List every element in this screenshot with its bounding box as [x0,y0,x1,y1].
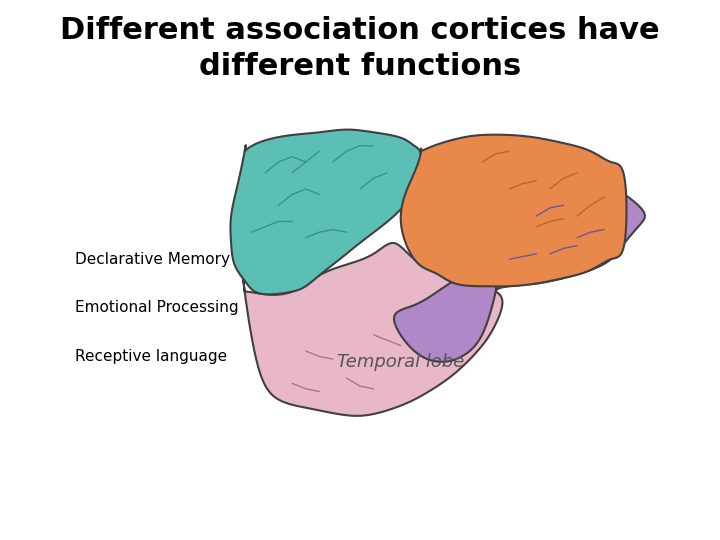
Text: Receptive language: Receptive language [75,349,228,364]
Polygon shape [230,130,421,294]
Text: Declarative Memory: Declarative Memory [75,252,230,267]
Polygon shape [401,134,626,286]
Text: Emotional Processing: Emotional Processing [75,300,239,315]
Polygon shape [394,189,645,362]
Text: Temporal lobe: Temporal lobe [337,353,464,371]
Text: Different association cortices have
different functions: Different association cortices have diff… [60,16,660,81]
Polygon shape [243,243,503,416]
